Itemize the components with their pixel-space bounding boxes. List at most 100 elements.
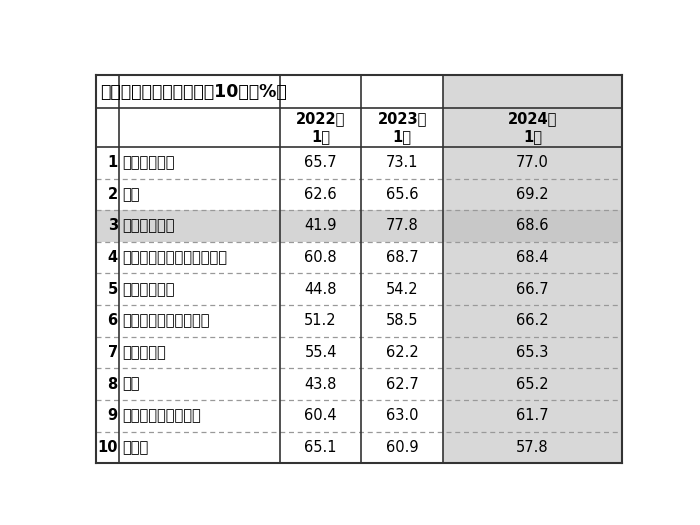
Bar <box>96 337 119 369</box>
Text: 68.6: 68.6 <box>516 218 549 234</box>
Bar <box>443 178 622 210</box>
Bar <box>443 369 622 400</box>
Text: 旅館・ホテル: 旅館・ホテル <box>122 218 174 234</box>
Bar <box>96 108 119 147</box>
Text: 55.4: 55.4 <box>304 345 337 360</box>
Text: 2024年
1月: 2024年 1月 <box>508 111 557 144</box>
Bar <box>280 210 361 242</box>
Bar <box>119 178 280 210</box>
Bar <box>119 210 280 242</box>
Bar <box>119 274 280 305</box>
Text: 66.7: 66.7 <box>516 282 549 297</box>
Text: 4: 4 <box>108 250 118 265</box>
Bar <box>280 369 361 400</box>
Bar <box>280 305 361 337</box>
Bar <box>96 305 119 337</box>
Bar <box>280 242 361 274</box>
Bar <box>280 432 361 463</box>
Bar <box>280 400 361 432</box>
Bar <box>443 75 622 108</box>
Text: 51.2: 51.2 <box>304 313 337 328</box>
Text: 飲食店: 飲食店 <box>122 440 148 455</box>
Bar <box>96 274 119 305</box>
Bar <box>96 147 119 178</box>
Text: 65.1: 65.1 <box>304 440 337 455</box>
Bar <box>361 305 443 337</box>
Bar <box>280 75 361 108</box>
Bar <box>280 178 361 210</box>
Text: 62.2: 62.2 <box>386 345 419 360</box>
Text: 58.5: 58.5 <box>386 313 419 328</box>
Text: 60.8: 60.8 <box>304 250 337 265</box>
Bar <box>361 369 443 400</box>
Bar <box>361 274 443 305</box>
Bar <box>96 75 280 108</box>
Bar <box>443 210 622 242</box>
Text: 8: 8 <box>107 376 118 392</box>
Bar <box>361 210 443 242</box>
Text: 73.1: 73.1 <box>386 155 419 170</box>
Text: 正社員の不足割合（上位10業種%）: 正社員の不足割合（上位10業種%） <box>100 82 287 101</box>
Text: 2023年
1月: 2023年 1月 <box>377 111 427 144</box>
Text: 77.8: 77.8 <box>386 218 419 234</box>
Text: 3: 3 <box>108 218 118 234</box>
Bar <box>96 400 119 432</box>
Text: 情報サービス: 情報サービス <box>122 155 174 170</box>
Text: 69.2: 69.2 <box>516 187 549 202</box>
Bar <box>443 242 622 274</box>
Text: 5: 5 <box>107 282 118 297</box>
Text: 54.2: 54.2 <box>386 282 419 297</box>
Text: 医療・福士・保健衛生: 医療・福士・保健衛生 <box>122 313 209 328</box>
Text: 2: 2 <box>108 187 118 202</box>
Text: 57.8: 57.8 <box>516 440 549 455</box>
Bar <box>443 400 622 432</box>
Text: 7: 7 <box>108 345 118 360</box>
Text: 65.6: 65.6 <box>386 187 419 202</box>
Bar <box>361 432 443 463</box>
Bar <box>96 369 119 400</box>
Text: 運輸・倉庫: 運輸・倉庫 <box>122 345 166 360</box>
Text: 6: 6 <box>108 313 118 328</box>
Text: 41.9: 41.9 <box>304 218 337 234</box>
Bar <box>280 274 361 305</box>
Text: 60.9: 60.9 <box>386 440 419 455</box>
Bar <box>361 400 443 432</box>
Bar <box>119 147 280 178</box>
Text: 2022年
1月: 2022年 1月 <box>296 111 345 144</box>
Text: メンテナンス・警備・検査: メンテナンス・警備・検査 <box>122 250 227 265</box>
Bar <box>119 305 280 337</box>
Bar <box>119 369 280 400</box>
Text: 10: 10 <box>97 440 118 455</box>
Bar <box>96 432 119 463</box>
Text: 65.3: 65.3 <box>516 345 549 360</box>
Bar <box>361 108 443 147</box>
Bar <box>361 147 443 178</box>
Bar <box>119 400 280 432</box>
Text: 44.8: 44.8 <box>304 282 337 297</box>
Bar <box>280 147 361 178</box>
Text: 63.0: 63.0 <box>386 408 419 423</box>
Bar <box>119 242 280 274</box>
Bar <box>361 242 443 274</box>
Text: 61.7: 61.7 <box>516 408 549 423</box>
Bar <box>119 108 280 147</box>
Text: 65.2: 65.2 <box>516 376 549 392</box>
Text: 66.2: 66.2 <box>516 313 549 328</box>
Text: 自動車・同部品小売: 自動車・同部品小売 <box>122 408 201 423</box>
Text: 金融: 金融 <box>122 376 139 392</box>
Text: 9: 9 <box>108 408 118 423</box>
Bar <box>443 147 622 178</box>
Bar <box>96 242 119 274</box>
Text: 77.0: 77.0 <box>516 155 549 170</box>
Bar <box>443 108 622 147</box>
Text: 68.4: 68.4 <box>516 250 549 265</box>
Bar <box>443 305 622 337</box>
Text: 65.7: 65.7 <box>304 155 337 170</box>
Text: 43.8: 43.8 <box>304 376 337 392</box>
Text: 1: 1 <box>107 155 118 170</box>
Bar <box>361 75 443 108</box>
Text: 68.7: 68.7 <box>386 250 419 265</box>
Text: 62.7: 62.7 <box>386 376 419 392</box>
Text: 62.6: 62.6 <box>304 187 337 202</box>
Bar <box>119 337 280 369</box>
